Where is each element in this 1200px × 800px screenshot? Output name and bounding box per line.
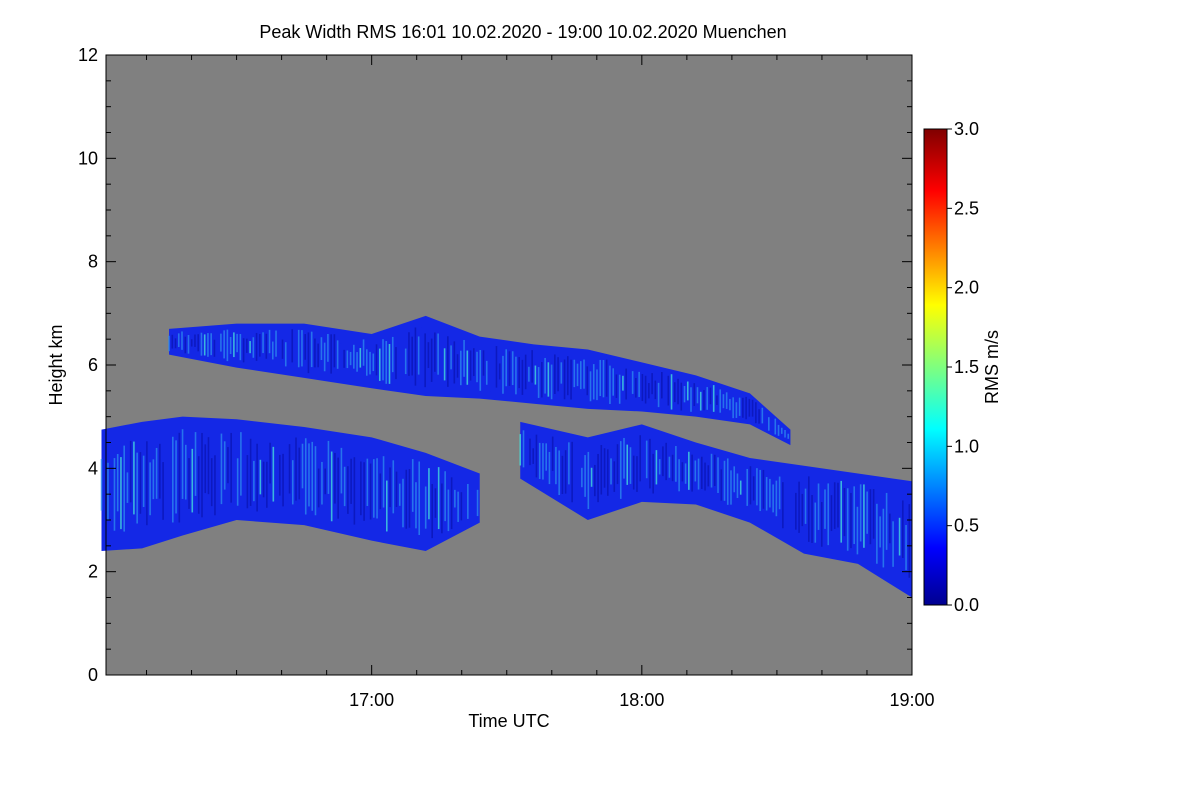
colorbar-tick-label: 2.5	[954, 198, 979, 218]
echo-layers	[100, 315, 912, 598]
y-tick-label: 4	[88, 458, 98, 478]
colorbar-tick-label: 0.0	[954, 595, 979, 615]
colorbar-tick-label: 2.0	[954, 278, 979, 298]
x-axis-label: Time UTC	[468, 711, 549, 731]
plot-area	[100, 54, 913, 676]
y-tick-label: 6	[88, 355, 98, 375]
x-tick-label: 18:00	[619, 690, 664, 710]
x-tick-label: 19:00	[889, 690, 934, 710]
y-tick-label: 0	[88, 665, 98, 685]
echo-layer-upper	[168, 315, 791, 446]
colorbar-tick-label: 0.5	[954, 516, 979, 536]
y-tick-label: 10	[78, 148, 98, 168]
y-tick-label: 12	[78, 45, 98, 65]
echo-layer-lower	[100, 416, 480, 551]
colorbar-tick-label: 1.0	[954, 436, 979, 456]
colorbar-gradient	[923, 128, 948, 606]
colorbar-tick-label: 3.0	[954, 119, 979, 139]
chart-title: Peak Width RMS 16:01 10.02.2020 - 19:00 …	[259, 22, 786, 42]
y-axis-label: Height km	[46, 324, 66, 405]
y-tick-label: 8	[88, 252, 98, 272]
colorbar-ticks: 0.0 0.5 1.0 1.5 2.0 2.5 3.0	[947, 119, 979, 615]
x-tick-label: 17:00	[349, 690, 394, 710]
echo-layer-descending	[519, 421, 912, 598]
colorbar-label: RMS m/s	[982, 330, 1002, 404]
y-tick-label: 2	[88, 562, 98, 582]
colorbar-tick-label: 1.5	[954, 357, 979, 377]
y-axis: 0 2 4 6 8 10 12	[78, 45, 912, 685]
colorbar: 0.0 0.5 1.0 1.5 2.0 2.5 3.0 RMS m/s	[923, 119, 1002, 615]
x-axis: 17:00 18:00 19:00	[146, 55, 935, 710]
